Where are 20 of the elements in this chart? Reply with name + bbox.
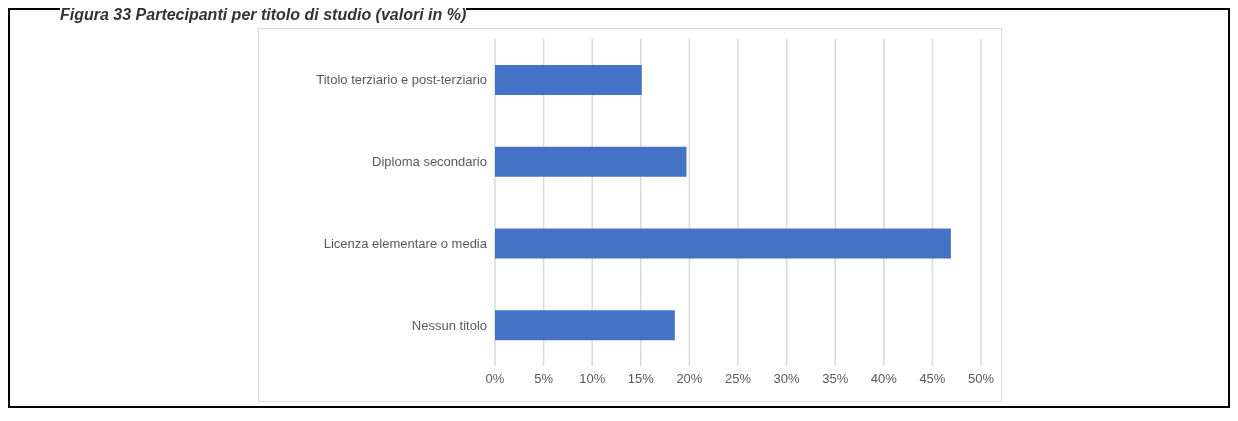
x-tick-label: 20% — [676, 371, 703, 387]
x-tick-label: 30% — [773, 371, 801, 387]
bar — [495, 228, 951, 259]
y-tick-label: Nessun titolo — [411, 317, 487, 333]
y-tick-label: Titolo terziario e post-terziario — [316, 72, 487, 88]
text: Figura 33 Partecipanti per titolo di studio (valori in %) — [60, 6, 467, 24]
bar — [495, 310, 675, 341]
bar — [495, 65, 642, 95]
x-tick-label: 10% — [579, 371, 606, 387]
x-tick-label: 35% — [822, 371, 849, 387]
x-tick-label: 25% — [724, 371, 752, 387]
bar — [495, 146, 687, 177]
y-tick-label: Licenza elementare o media — [323, 235, 488, 251]
y-tick-label: Diploma secondario — [372, 154, 487, 170]
x-tick-label: 15% — [627, 371, 655, 387]
x-tick-label: 45% — [919, 371, 946, 387]
x-tick-label: 5% — [534, 371, 554, 387]
x-tick-label: 40% — [870, 371, 898, 387]
x-tick-label: 0% — [485, 371, 505, 387]
x-tick-label: 50% — [967, 371, 995, 387]
